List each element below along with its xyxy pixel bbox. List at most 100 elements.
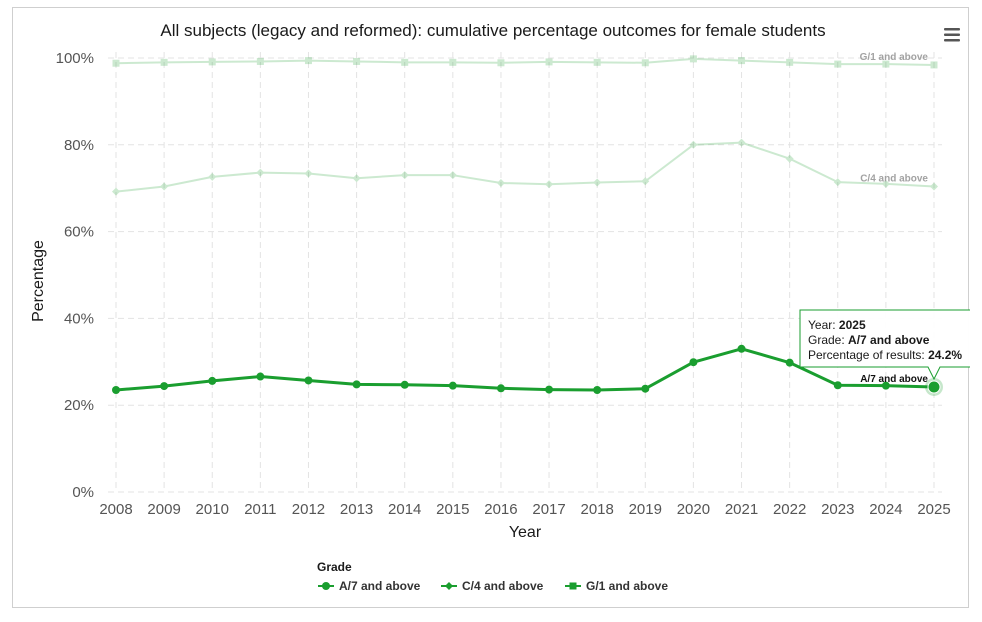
data-point[interactable] (448, 381, 457, 390)
series-line (115, 57, 935, 66)
data-point[interactable] (160, 382, 169, 391)
x-tick-label: 2020 (677, 501, 710, 518)
legend-marker (322, 582, 330, 590)
data-point[interactable] (593, 58, 601, 66)
data-point[interactable] (208, 58, 216, 66)
data-point[interactable] (256, 372, 265, 381)
series-end-label: C/4 and above (860, 173, 928, 184)
x-tick-label: 2025 (917, 501, 950, 518)
data-point[interactable] (112, 187, 120, 196)
data-point[interactable] (641, 59, 649, 67)
legend-item[interactable]: G/1 and above (565, 579, 668, 593)
y-tick-label: 20% (64, 397, 94, 414)
series-layer (112, 55, 943, 396)
data-point[interactable] (401, 58, 409, 66)
chart-title: All subjects (legacy and reformed): cumu… (160, 21, 825, 40)
data-point[interactable] (786, 58, 794, 66)
data-point[interactable] (834, 60, 842, 68)
legend-item[interactable]: C/4 and above (441, 579, 544, 593)
data-point[interactable] (160, 182, 169, 191)
data-point[interactable] (737, 344, 746, 353)
data-point[interactable] (785, 154, 794, 163)
data-point[interactable] (737, 138, 746, 147)
data-point[interactable] (256, 57, 264, 65)
chart-svg: All subjects (legacy and reformed): cumu… (30, 21, 970, 593)
legend: Grade A/7 and above C/4 and above G/1 and … (317, 560, 668, 593)
data-point[interactable] (353, 57, 361, 65)
x-tick-label: 2015 (436, 501, 469, 518)
x-tick-label: 2018 (580, 501, 613, 518)
data-point[interactable] (882, 60, 890, 68)
data-point[interactable] (881, 381, 890, 390)
data-point[interactable] (545, 180, 554, 189)
data-point[interactable] (256, 168, 265, 177)
data-point[interactable] (785, 358, 794, 367)
data-point[interactable] (304, 376, 313, 385)
data-point[interactable] (497, 59, 505, 67)
data-point[interactable] (833, 381, 842, 390)
tooltip: Year: 2025 Grade: A/7 and above Percenta… (799, 309, 970, 381)
series-c-4-and-above (112, 138, 938, 196)
hamburger-menu-icon[interactable] (941, 26, 961, 46)
data-point[interactable] (400, 171, 409, 180)
x-tick-label: 2011 (244, 501, 276, 518)
data-point[interactable] (930, 61, 938, 69)
series-end-label: G/1 and above (860, 52, 929, 63)
data-point[interactable] (112, 386, 120, 395)
x-tick-label: 2021 (725, 501, 758, 518)
legend-item[interactable]: A/7 and above (318, 579, 421, 593)
x-tick-label: 2017 (532, 501, 565, 518)
chart-container: All subjects (legacy and reformed): cumu… (12, 7, 970, 608)
tooltip-grade: Grade: A/7 and above (808, 333, 930, 347)
data-point[interactable] (833, 178, 842, 187)
data-point[interactable] (545, 58, 553, 66)
x-axis-title: Year (509, 524, 542, 541)
data-point[interactable] (738, 57, 746, 65)
data-point[interactable] (352, 380, 361, 389)
legend-marker (569, 582, 577, 590)
x-tick-label: 2016 (484, 501, 517, 518)
data-point[interactable] (641, 384, 650, 393)
data-point[interactable] (593, 386, 602, 395)
series-a-7-and-above (112, 344, 938, 395)
legend-label: C/4 and above (462, 579, 544, 593)
tooltip-value: Percentage of results: 24.2% (808, 348, 962, 362)
data-point[interactable] (689, 55, 697, 63)
x-axis-ticks: 2008 2009 2010 2011 2012 2013 2014 2015 2016 2017… (99, 501, 950, 518)
data-point[interactable] (449, 58, 457, 66)
legend-label: G/1 and above (586, 579, 668, 593)
legend-label: A/7 and above (339, 579, 421, 593)
x-tick-label: 2014 (388, 501, 421, 518)
data-point[interactable] (160, 58, 168, 66)
legend-title: Grade (317, 560, 352, 574)
y-axis-ticks: 0% 20% 40% 60% 80% 100% (56, 50, 94, 501)
hover-point[interactable] (927, 380, 941, 394)
data-point[interactable] (641, 177, 650, 186)
data-point[interactable] (304, 169, 313, 178)
data-point[interactable] (930, 182, 938, 191)
data-point[interactable] (593, 178, 602, 187)
data-point[interactable] (881, 179, 890, 188)
data-point[interactable] (352, 174, 361, 183)
x-tick-label: 2022 (773, 501, 806, 518)
y-tick-label: 60% (64, 224, 94, 241)
data-point[interactable] (400, 380, 409, 389)
data-point[interactable] (689, 140, 698, 149)
data-point[interactable] (304, 57, 312, 65)
y-tick-label: 40% (64, 310, 94, 327)
data-point[interactable] (112, 59, 120, 67)
series-g-1-and-above (112, 55, 938, 69)
series-line (115, 141, 935, 193)
data-point[interactable] (496, 384, 505, 393)
data-point[interactable] (496, 178, 505, 187)
data-point[interactable] (208, 376, 217, 385)
data-point[interactable] (545, 385, 554, 394)
data-point[interactable] (448, 171, 457, 180)
data-point[interactable] (689, 358, 698, 367)
x-tick-label: 2019 (629, 501, 662, 518)
data-point[interactable] (208, 172, 217, 181)
series-end-label: A/7 and above (860, 374, 928, 385)
legend-marker (445, 582, 453, 590)
x-tick-label: 2008 (99, 501, 132, 518)
x-tick-label: 2010 (196, 501, 229, 518)
